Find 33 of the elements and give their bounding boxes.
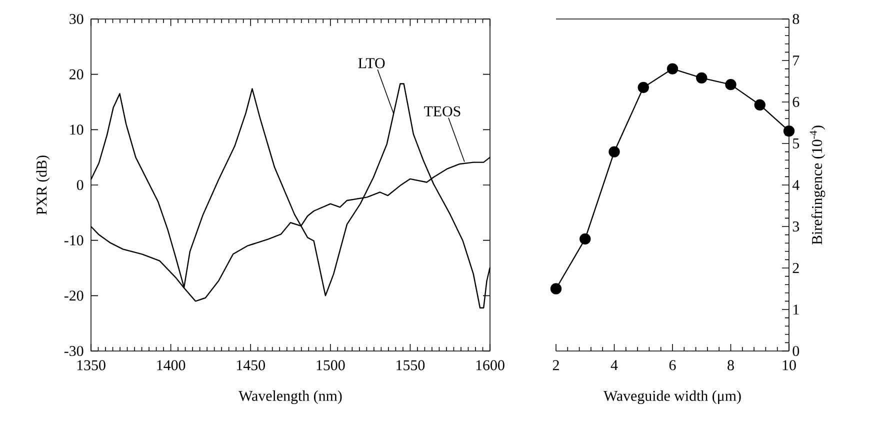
y2-tick-label: 6 — [792, 96, 800, 108]
y-axis-title: PXR (dB) — [36, 156, 50, 215]
y2-tick-label: 4 — [792, 180, 800, 190]
x-tick-label: 1500 — [316, 360, 345, 370]
x-tick-label: 8 — [728, 360, 734, 370]
x-tick-label: 6 — [669, 360, 676, 370]
x-axis-title: Waveguide width (μm) — [604, 390, 741, 404]
annotation: LTO — [358, 58, 385, 68]
y2-tick-label: 5 — [793, 138, 800, 148]
x-tick-label: 1400 — [157, 360, 186, 370]
y2-tick-label: 2 — [792, 263, 799, 273]
y-tick-label: -10 — [64, 235, 84, 246]
x-tick-label: 1550 — [396, 360, 425, 370]
x-tick-label: 1350 — [77, 360, 106, 370]
y-tick-label: 20 — [70, 69, 84, 80]
y2-tick-label: 8 — [792, 14, 800, 24]
y2-tick-label: 1 — [793, 304, 799, 314]
y-tick-label: -20 — [64, 290, 84, 301]
annotation: TEOS — [424, 106, 460, 116]
y2-tick-label: 3 — [792, 221, 800, 232]
y2-axis-title: Birefringence (10$^{-4}$) — [810, 126, 826, 245]
x-tick-label: 1600 — [476, 360, 504, 370]
y-tick-label: 0 — [76, 180, 84, 190]
x-tick-label: 1450 — [236, 360, 265, 370]
x-tick-label: 10 — [782, 360, 796, 370]
y-tick-label: 30 — [70, 14, 84, 24]
y-tick-label: 10 — [70, 124, 84, 135]
y2-tick-label: 0 — [792, 346, 800, 356]
y-tick-label: -30 — [64, 346, 84, 356]
y2-tick-label: 7 — [793, 56, 800, 66]
x-tick-label: 4 — [610, 360, 618, 370]
x-tick-label: 2 — [552, 360, 559, 370]
x-axis-title: Wavelength (nm) — [238, 390, 342, 404]
